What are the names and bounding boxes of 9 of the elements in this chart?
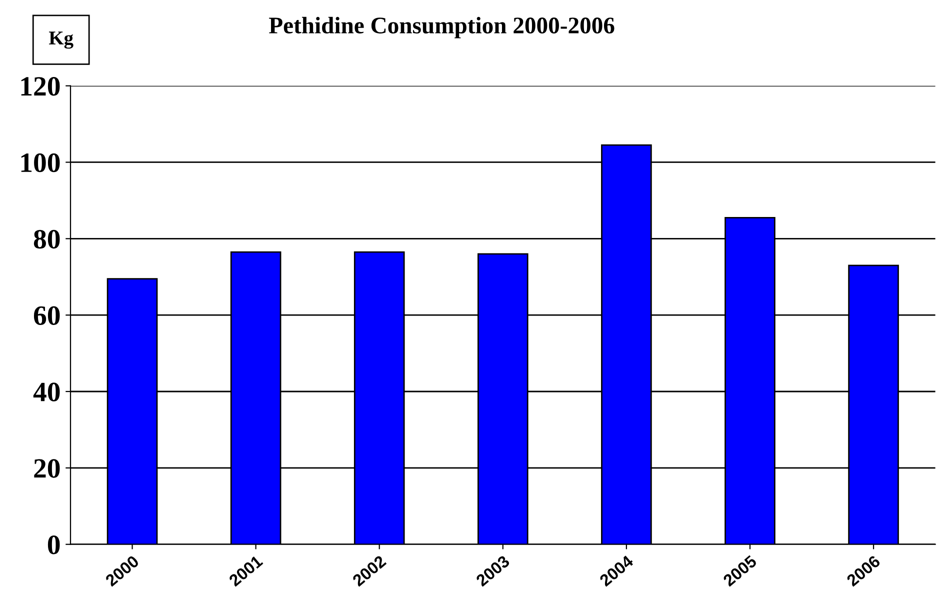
y-tick-label: 120 (21, 76, 60, 96)
y-tick-label: 0 (48, 536, 60, 554)
y-tick-label: 40 (33, 382, 60, 402)
y-axis-title: Kg (49, 32, 74, 49)
y-tick-label: 100 (21, 153, 60, 172)
y-tick-label: 80 (34, 230, 60, 249)
y-tick-label: 60 (34, 306, 60, 325)
y-tick-label: 20 (34, 459, 60, 478)
chart-title: Pethidine Consumption 2000-2006 (269, 16, 614, 38)
